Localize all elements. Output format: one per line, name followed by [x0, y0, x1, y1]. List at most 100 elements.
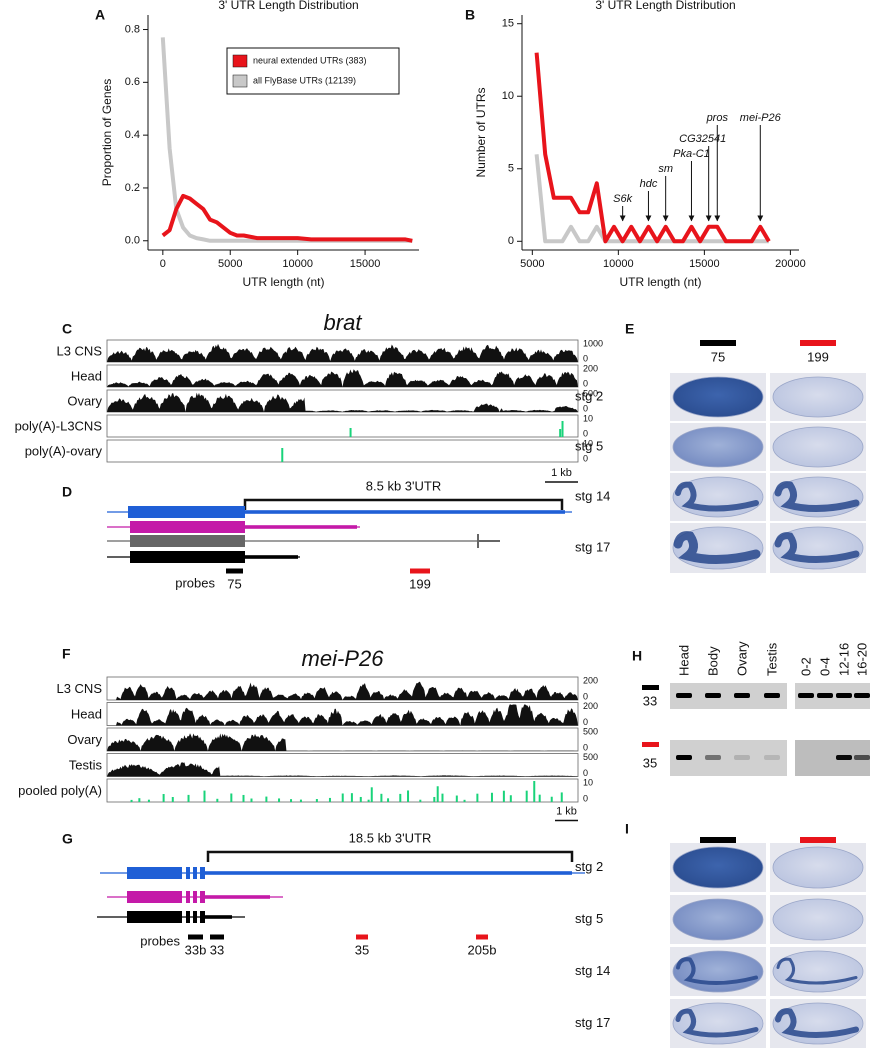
exon: [130, 535, 245, 547]
embryo: [672, 376, 764, 418]
chart-title: 3' UTR Length Distribution: [218, 0, 358, 12]
gene-title: mei-P26: [302, 646, 385, 671]
probe-bar: [800, 837, 836, 843]
polyA-peak: [171, 797, 174, 802]
scale-label: 1 kb: [551, 467, 572, 479]
coverage: [107, 369, 578, 387]
y-tick-label: 0.8: [125, 23, 140, 35]
panel-letter: I: [625, 821, 629, 837]
stage-label: stg 5: [575, 438, 603, 453]
track-min: 0: [583, 353, 588, 363]
polyA-peak: [502, 790, 505, 802]
embryo: [672, 898, 764, 941]
gel-band: [764, 755, 780, 760]
track-max: 10: [583, 438, 593, 448]
polyA-peak: [187, 794, 190, 802]
series-line: [534, 52, 771, 244]
polyA-peak: [419, 799, 422, 802]
scale-label: 1 kb: [556, 805, 577, 817]
polyA-peak: [441, 793, 444, 802]
gel-band: [854, 755, 870, 760]
gel-band: [676, 693, 692, 698]
y-tick-label: 5: [508, 163, 514, 175]
embryo: [772, 950, 864, 993]
legend-label: neural extended UTRs (383): [253, 55, 367, 65]
exon: [193, 911, 197, 923]
exon: [193, 891, 197, 903]
stage-label: stg 2: [575, 859, 603, 874]
x-axis-label: UTR length (nt): [619, 275, 701, 289]
panel-letter: G: [62, 831, 73, 847]
polyA-peak: [455, 795, 458, 802]
probe: [210, 934, 224, 940]
probe: [410, 568, 430, 574]
polyA-peak: [370, 787, 373, 802]
y-tick-label: 0.2: [125, 182, 140, 194]
probe: [476, 934, 488, 940]
panel-letter: A: [95, 7, 105, 23]
coverage: [107, 704, 578, 726]
track-name: poly(A)-L3CNS: [15, 418, 103, 433]
gel-band: [798, 693, 814, 698]
x-tick-label: 0: [160, 258, 166, 270]
polyA-peak: [538, 794, 541, 802]
track-min: 0: [583, 793, 588, 803]
legend-swatch: [232, 54, 248, 68]
polyA-peak: [433, 796, 436, 802]
probe-label: 75: [711, 349, 725, 364]
gel-band: [817, 693, 833, 698]
polyA-peak: [290, 799, 293, 802]
polyA-peak: [250, 798, 253, 802]
track-min: 0: [583, 691, 588, 701]
track-frame: [106, 439, 579, 463]
probe: [356, 934, 368, 940]
exon: [200, 867, 205, 879]
polyA-peak: [463, 799, 466, 802]
track-min: 0: [583, 768, 588, 778]
polyA-peak: [242, 794, 245, 802]
annotation: S6k: [613, 193, 632, 205]
utr: [205, 915, 232, 919]
track-max: 200: [583, 675, 598, 685]
probe-bar: [700, 837, 736, 843]
probes-label: probes: [175, 575, 215, 590]
probe-bar: [700, 340, 736, 346]
track-min: 0: [583, 378, 588, 388]
exon: [127, 911, 182, 923]
utr-bracket: [243, 498, 564, 510]
utr: [245, 525, 357, 529]
polyA-peak: [162, 794, 165, 802]
exon: [186, 911, 190, 923]
polyA-peak: [490, 792, 493, 802]
y-axis-label: Number of UTRs: [474, 87, 488, 177]
utr-label: 8.5 kb 3'UTR: [366, 478, 441, 493]
lane-label: 0-4: [817, 657, 832, 676]
probe-label: 199: [409, 576, 431, 591]
probe-label: 33b: [185, 942, 207, 957]
track-max: 500: [583, 752, 598, 762]
polyA-peak: [281, 448, 284, 462]
gel-band: [836, 693, 852, 698]
embryo: [772, 846, 864, 889]
annotation: hdc: [640, 178, 658, 190]
lane-label: Ovary: [734, 641, 749, 676]
embryo-stain: [676, 957, 758, 986]
exon: [193, 867, 197, 879]
polyA-peak: [525, 790, 528, 802]
y-axis-label: Proportion of Genes: [100, 79, 114, 186]
polyA-peak: [560, 792, 563, 802]
track-max: 10: [583, 777, 593, 787]
coverage: [107, 392, 578, 412]
polyA-peak: [216, 798, 219, 802]
exon: [127, 867, 182, 879]
track-max: 200: [583, 701, 598, 711]
polyA-peak: [203, 790, 206, 802]
embryo-stain: [774, 481, 860, 513]
track-max: 10: [583, 413, 593, 423]
x-tick-label: 5000: [520, 258, 544, 270]
stage-label: stg 2: [575, 388, 603, 403]
stage-label: stg 14: [575, 963, 610, 978]
coverage: [107, 762, 578, 777]
x-tick-label: 15000: [689, 258, 720, 270]
track-name: L3 CNS: [56, 681, 102, 696]
